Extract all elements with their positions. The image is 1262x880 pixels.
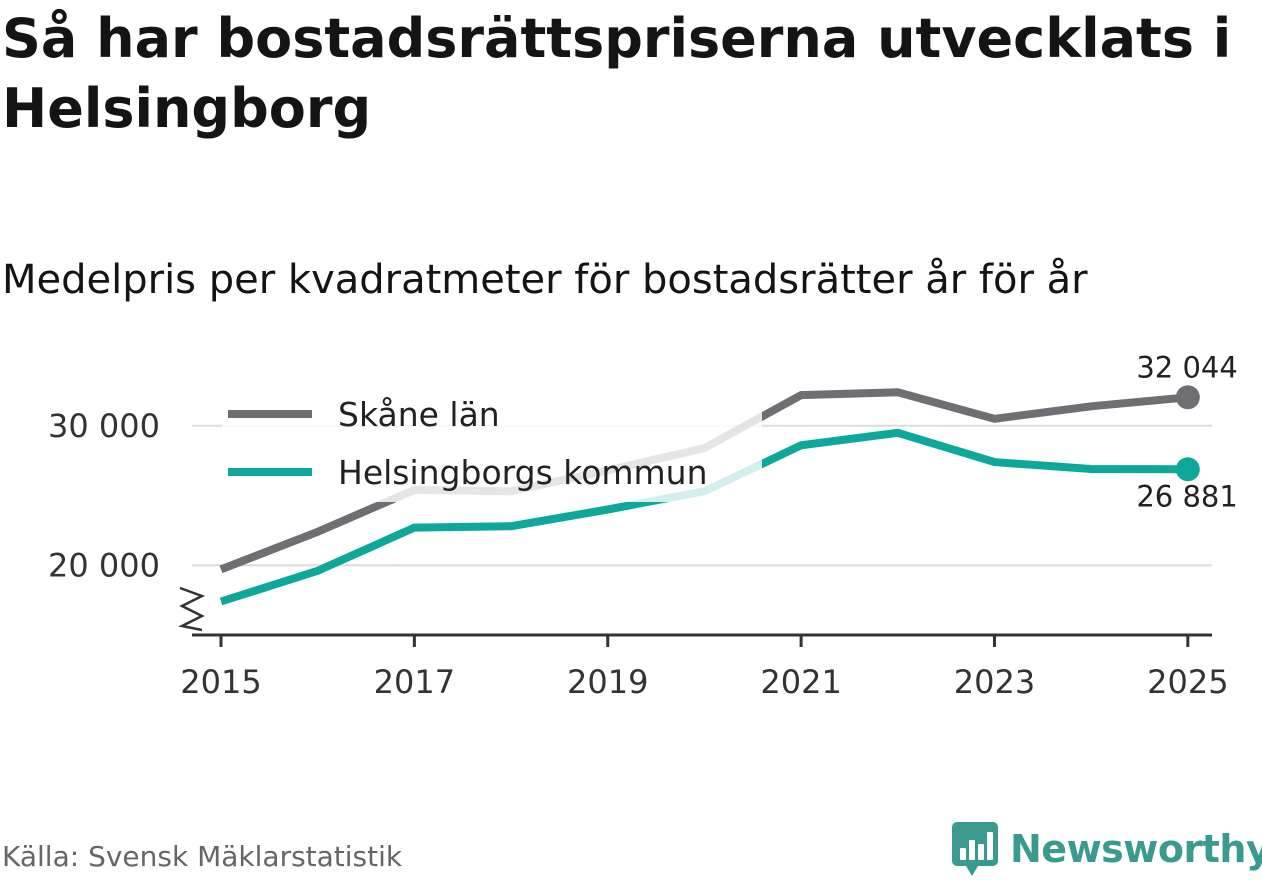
newsworthy-logo-icon [952,822,998,876]
y-tick-label: 20 000 [48,546,160,584]
x-tick-label: 2025 [1147,663,1228,701]
legend-label: Helsingborgs kommun [338,453,708,492]
newsworthy-logo: Newsworthy [950,818,1262,880]
source-note: Källa: Svensk Mäklarstatistik [2,840,403,873]
brand-name: Newsworthy [1010,827,1262,871]
x-tick-label: 2019 [567,663,648,701]
chart-subtitle: Medelpris per kvadratmeter för bostadsrä… [2,257,1088,303]
chart-title: Så har bostadsrättspriserna utvecklats i… [2,7,1232,140]
legend-background [222,382,762,502]
end-point-helsingborg [1175,457,1200,482]
legend-label: Skåne län [338,395,500,434]
end-value-label: 32 044 [1136,350,1237,384]
x-tick-label: 2017 [374,663,455,701]
x-tick-label: 2023 [954,663,1035,701]
x-axis: 2015 2017 2019 2021 2023 2025 [178,586,1229,701]
y-tick-label: 30 000 [48,407,160,445]
legend: Skåne län Helsingborgs kommun [222,382,762,502]
x-tick-label: 2021 [760,663,841,701]
line-chart: 20 000 30 000 2015 2017 2019 2021 2023 2025 Sk… [48,350,1238,701]
end-point-skane [1175,385,1200,410]
end-value-label: 26 881 [1136,479,1237,513]
end-labels: 32 044 26 881 [1136,350,1237,513]
axis-break-icon [178,586,206,632]
x-tick-label: 2015 [180,663,261,701]
